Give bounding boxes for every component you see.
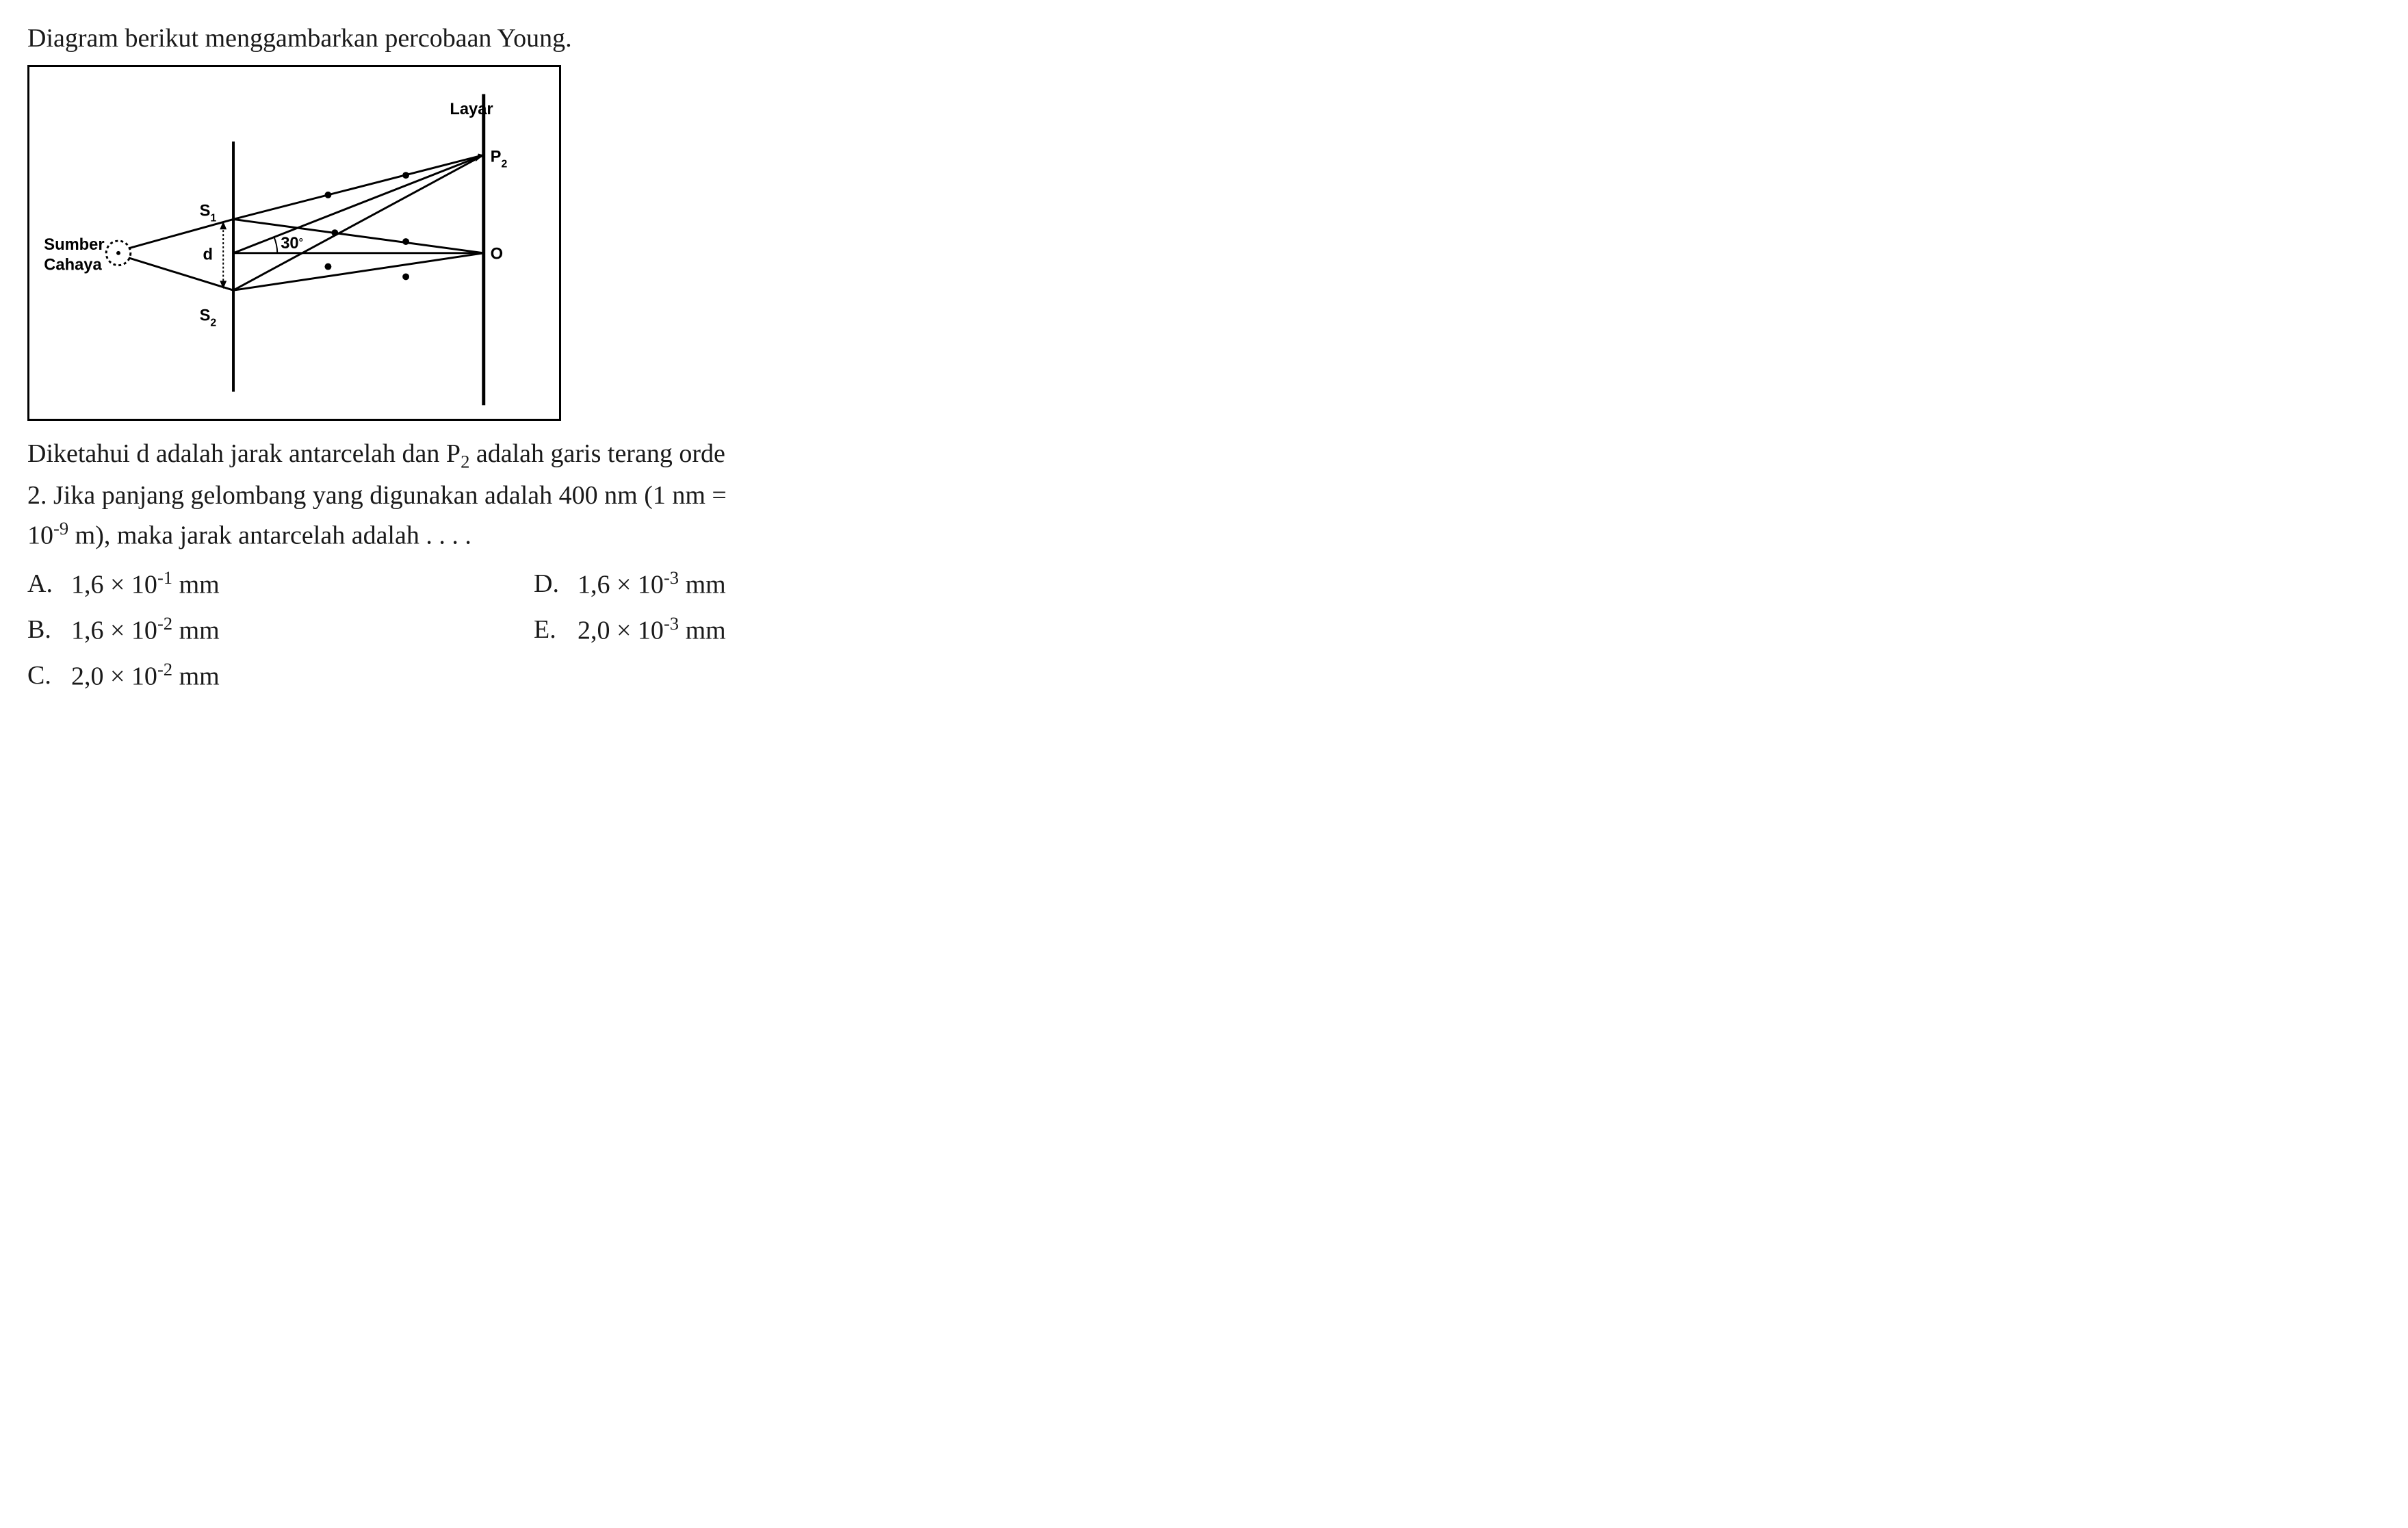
option-d-value: 1,6 × 10-3 mm [578, 565, 726, 605]
option-b-value: 1,6 × 10-2 mm [71, 610, 220, 651]
option-d-letter: D. [534, 565, 561, 605]
source-label-2: Cahaya [44, 257, 102, 274]
option-c-value: 2,0 × 10-2 mm [71, 656, 220, 697]
ray-s2-o [233, 253, 484, 290]
answer-options: A. 1,6 × 10-1 mm D. 1,6 × 10-3 mm B. 1,6… [27, 565, 985, 696]
slit1-label: S1 [200, 203, 217, 224]
option-e: E. 2,0 × 10-3 mm [534, 610, 985, 651]
option-a: A. 1,6 × 10-1 mm [27, 565, 479, 605]
ray-s1-p2 [233, 155, 484, 220]
option-e-value: 2,0 × 10-3 mm [578, 610, 726, 651]
angle-arc [274, 237, 277, 253]
dot-4 [402, 238, 409, 245]
option-a-letter: A. [27, 565, 55, 605]
slit2-label: S2 [200, 307, 217, 329]
ray-source-s2 [129, 258, 233, 290]
d-label: d [203, 246, 213, 264]
young-experiment-diagram: Sumber Cahaya Layar S1 S2 d [27, 65, 561, 421]
ray-s1-o [233, 220, 484, 253]
option-d: D. 1,6 × 10-3 mm [534, 565, 985, 605]
screen-label: Layar [450, 101, 493, 118]
dot-6 [402, 274, 409, 281]
dot-5 [324, 263, 331, 270]
light-source-dot [116, 251, 120, 255]
dot-2 [402, 172, 409, 179]
p2-label: P2 [491, 148, 508, 170]
diagram-svg: Sumber Cahaya Layar S1 S2 d [29, 67, 559, 419]
dot-1 [324, 192, 331, 198]
option-c-letter: C. [27, 656, 55, 697]
option-a-value: 1,6 × 10-1 mm [71, 565, 220, 605]
source-label-1: Sumber [44, 236, 104, 254]
angle-label: 30° [281, 235, 303, 252]
ray-source-s1 [129, 220, 233, 249]
option-c: C. 2,0 × 10-2 mm [27, 656, 479, 697]
dot-3 [331, 229, 338, 236]
question-intro: Diagram berikut menggambarkan percobaan … [27, 21, 2381, 57]
explanation-text: Diketahui d adalah jarak antarcelah dan … [27, 435, 2381, 555]
option-b: B. 1,6 × 10-2 mm [27, 610, 479, 651]
o-label: O [491, 246, 503, 263]
ray-mid-p2 [233, 155, 484, 253]
option-b-letter: B. [27, 610, 55, 651]
ray-s2-p2 [233, 155, 484, 291]
option-e-letter: E. [534, 610, 561, 651]
